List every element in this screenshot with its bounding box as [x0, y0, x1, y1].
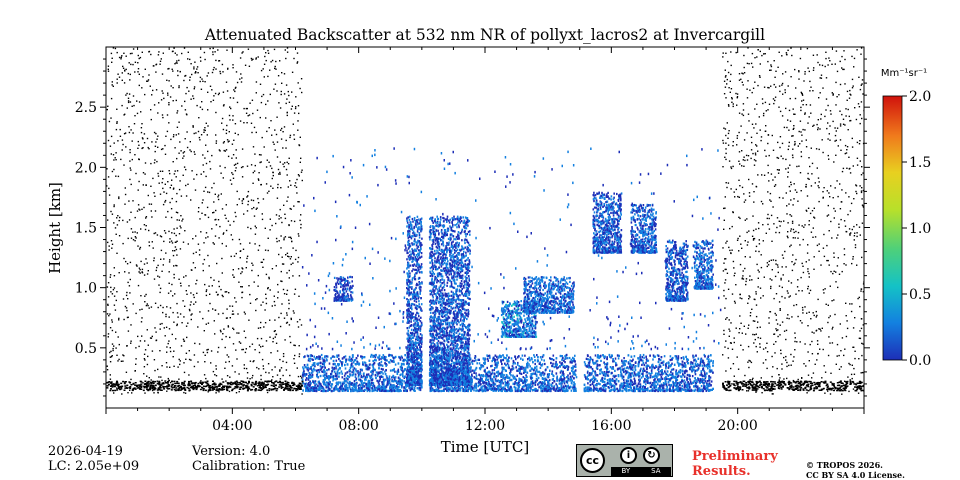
license-strip: BY SA	[611, 467, 671, 476]
preliminary-results: Preliminary Results.	[692, 449, 778, 479]
copyright-notice: © TROPOS 2026. CC BY SA 4.0 License.	[806, 460, 905, 480]
meta-version: Version: 4.0	[192, 444, 271, 459]
cc-license-badge: cc i ↻ BY SA	[576, 444, 673, 477]
license-sa: SA	[651, 467, 661, 475]
y-tick-label: 1.5	[75, 221, 97, 237]
meta-date: 2026-04-19	[48, 444, 123, 459]
copyright-line2: CC BY SA 4.0 License.	[806, 470, 905, 480]
x-tick-label: 16:00	[591, 418, 631, 434]
y-tick-label: 0.5	[75, 341, 97, 357]
colorbar-tick-label: 0.5	[909, 287, 931, 303]
colorbar-ticks: 0.0 0.5 1.0 1.5 2.0	[902, 89, 931, 369]
x-tick-label: 08:00	[338, 418, 378, 434]
preliminary-line1: Preliminary	[692, 449, 778, 464]
y-tick-label: 1.0	[75, 281, 97, 297]
preliminary-line2: Results.	[692, 464, 751, 479]
y-axis-label: Height [km]	[46, 182, 64, 274]
plot-frame	[105, 46, 865, 409]
colorbar-gradient	[882, 95, 903, 361]
x-tick-label: 04:00	[212, 418, 252, 434]
attribution-icon: i	[620, 447, 637, 464]
colorbar-tick-label: 1.0	[909, 221, 931, 237]
meta-lc: LC: 2.05e+09	[48, 459, 140, 474]
x-tick-label: 20:00	[717, 418, 757, 434]
meta-calibration: Calibration: True	[192, 459, 306, 474]
x-tick-label: 12:00	[465, 418, 505, 434]
copyright-line1: © TROPOS 2026.	[806, 460, 883, 470]
y-tick-label: 2.5	[75, 100, 97, 116]
backscatter-heatmap	[106, 47, 864, 395]
y-axis: 0.5 1.0 1.5 2.0 2.5	[75, 58, 870, 397]
license-by: BY	[621, 467, 631, 475]
colorbar-unit-label: Mm⁻¹sr⁻¹	[881, 68, 927, 79]
colorbar: Mm⁻¹sr⁻¹ 0.0 0.5 1.0 1.5 2.0	[881, 68, 931, 369]
x-axis-label: Time [UTC]	[441, 438, 530, 456]
colorbar-tick-label: 2.0	[909, 89, 931, 105]
share-alike-icon: ↻	[643, 447, 660, 464]
colorbar-tick-label: 0.0	[909, 353, 931, 369]
cc-icon: cc	[580, 448, 605, 473]
y-tick-label: 2.0	[75, 160, 97, 176]
colorbar-tick-label: 1.5	[909, 155, 931, 171]
x-axis: 04:00 08:00 12:00 16:00 20:00	[105, 47, 865, 434]
chart-title: Attenuated Backscatter at 532 nm NR of p…	[204, 26, 765, 44]
